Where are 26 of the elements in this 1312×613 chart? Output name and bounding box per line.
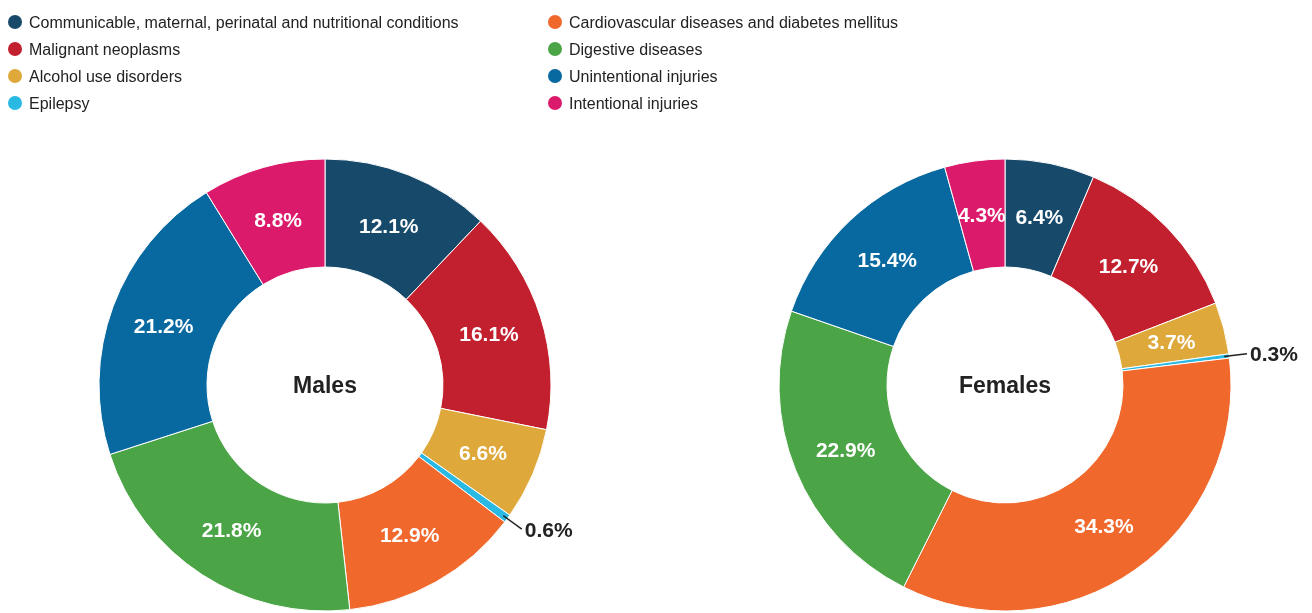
data-label: 16.1% xyxy=(459,321,520,345)
legend-label: Cardiovascular diseases and diabetes mellitus xyxy=(569,13,899,31)
slice-label: Females xyxy=(958,372,1052,399)
data-label: 34.3% xyxy=(1074,514,1134,538)
legend-label: Digestive diseases xyxy=(569,40,703,58)
data-label: 4.3% xyxy=(957,202,1007,226)
data-label: 12.7% xyxy=(1098,253,1159,277)
data-label: 6.6% xyxy=(459,441,508,465)
data-label: 15.4% xyxy=(857,247,918,271)
data-label: 6.4% xyxy=(1015,204,1064,228)
data-label: 0.3% xyxy=(1249,342,1299,366)
legend-label: Communicable, maternal, perinatal and nutritional conditions xyxy=(29,13,459,31)
legend-label: Intentional injuries xyxy=(569,94,698,112)
data-label: 21.2% xyxy=(133,313,194,337)
legend-label: Epilepsy xyxy=(29,94,90,112)
data-label: 3.7% xyxy=(1147,330,1196,354)
data-label: 0.6% xyxy=(524,517,574,541)
slice-label: Males xyxy=(293,372,357,399)
legend-label: Unintentional injuries xyxy=(569,67,718,85)
data-label: 22.9% xyxy=(815,438,876,462)
legend-label: Alcohol use disorders xyxy=(29,67,182,85)
data-label: 8.8% xyxy=(254,207,303,231)
data-label: 21.8% xyxy=(201,517,262,541)
data-label: 12.1% xyxy=(358,213,419,237)
legend-label: Malignant neoplasms xyxy=(29,40,181,58)
data-label: 12.9% xyxy=(379,523,440,547)
